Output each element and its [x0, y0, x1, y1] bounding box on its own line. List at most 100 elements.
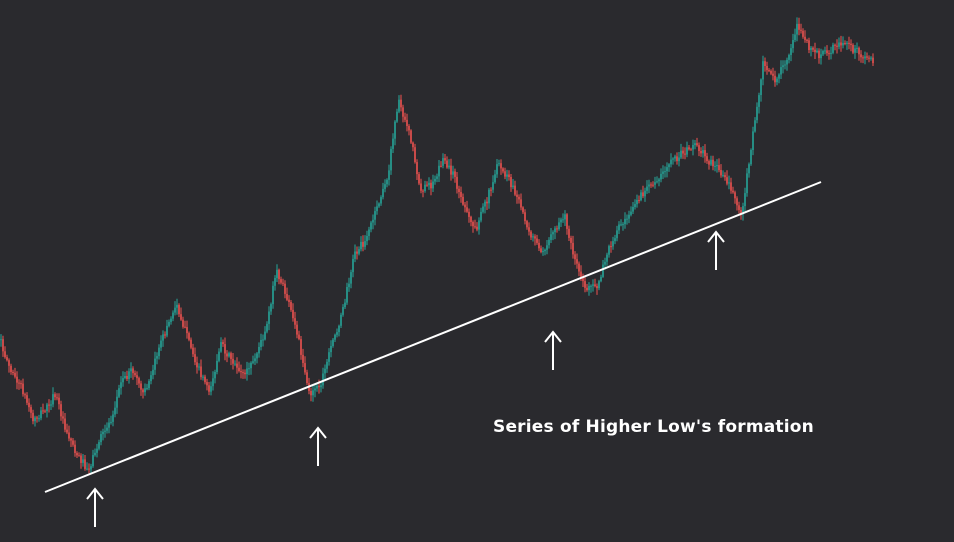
candle-body-201	[402, 107, 404, 117]
candle-body-328	[656, 181, 658, 183]
candle-body-97	[194, 354, 196, 363]
candle-body-369	[738, 205, 740, 210]
candle-body-168	[336, 332, 338, 335]
candle-body-325	[650, 184, 652, 186]
candle-body-405	[810, 47, 812, 50]
candle-body-265	[530, 231, 532, 238]
candle-body-246	[492, 182, 494, 190]
candle-body-221	[442, 158, 444, 166]
candle-body-189	[378, 203, 380, 207]
higher-low-arrow-1	[86, 487, 104, 527]
candle-body-364	[728, 182, 730, 184]
candle-body-320	[640, 192, 642, 201]
candle-body-138	[276, 269, 278, 279]
candle-body-85	[170, 318, 172, 322]
candle-body-347	[694, 143, 696, 146]
candle-body-280	[560, 219, 562, 223]
candle-body-199	[398, 99, 400, 112]
candle-body-373	[746, 173, 748, 194]
candle-body-186	[372, 219, 374, 223]
candle-body-302	[604, 261, 606, 265]
candle-body-281	[562, 219, 564, 221]
candle-body-41	[82, 459, 84, 463]
candle-body-222	[444, 158, 446, 161]
candle-body-257	[514, 185, 516, 195]
candle-body-211	[422, 190, 424, 192]
candle-body-34	[68, 432, 70, 439]
candle-body-433	[866, 56, 868, 58]
candle-body-260	[520, 199, 522, 208]
candle-body-78	[156, 356, 158, 359]
candle-body-383	[766, 66, 768, 71]
candle-body-338	[676, 156, 678, 162]
candle-body-83	[166, 325, 168, 336]
candle-body-11	[22, 383, 24, 395]
candle-body-215	[430, 182, 432, 189]
candle-body-172	[344, 302, 346, 308]
candle-body-209	[418, 174, 420, 184]
candle-body-51	[102, 431, 104, 435]
candle-body-344	[688, 147, 690, 150]
candle-body-348	[696, 143, 698, 146]
candle-body-372	[744, 193, 746, 207]
candle-body-120	[240, 371, 242, 373]
candle-body-13	[26, 395, 28, 403]
candle-body-164	[328, 352, 330, 362]
candle-body-115	[230, 353, 232, 359]
candle-body-342	[684, 153, 686, 155]
candle-body-423	[846, 42, 848, 44]
candle-body-351	[702, 150, 704, 154]
candle-body-55	[110, 421, 112, 423]
candle-body-365	[730, 182, 732, 191]
candle-body-413	[826, 50, 828, 54]
candle-body-68	[136, 375, 138, 379]
candle-body-22	[44, 410, 46, 412]
candle-body-119	[238, 367, 240, 371]
candle-body-146	[292, 309, 294, 319]
candle-body-99	[198, 366, 200, 368]
candle-body-180	[360, 241, 362, 250]
candle-body-4	[8, 360, 10, 366]
candle-body-390	[780, 67, 782, 75]
candle-body-184	[368, 229, 370, 236]
candle-body-360	[720, 170, 722, 176]
candle-body-18	[36, 417, 38, 419]
candle-body-330	[660, 173, 662, 180]
candle-body-35	[70, 438, 72, 441]
candle-body-363	[726, 177, 728, 184]
candle-body-225	[450, 165, 452, 175]
candle-body-135	[270, 304, 272, 312]
candle-body-74	[148, 381, 150, 389]
candle-body-311	[622, 224, 624, 226]
candle-body-254	[508, 174, 510, 177]
candle-body-237	[474, 226, 476, 228]
candle-body-321	[642, 192, 644, 197]
candle-body-77	[154, 358, 156, 370]
candle-body-170	[340, 314, 342, 326]
candle-body-384	[768, 70, 770, 72]
candle-body-2	[4, 351, 6, 358]
candle-body-38	[76, 453, 78, 456]
candle-body-108	[216, 360, 218, 372]
candle-body-147	[294, 318, 296, 325]
candle-body-239	[478, 220, 480, 230]
candle-body-92	[184, 326, 186, 328]
candle-body-89	[178, 304, 180, 315]
candle-body-165	[330, 346, 332, 353]
candle-body-43	[86, 468, 88, 470]
candle-body-395	[790, 48, 792, 55]
candle-body-72	[144, 388, 146, 393]
candle-body-48	[96, 448, 98, 453]
candle-body-100	[200, 366, 202, 378]
candle-body-49	[98, 442, 100, 449]
candle-body-366	[732, 190, 734, 193]
candle-body-163	[326, 361, 328, 369]
candle-body-169	[338, 325, 340, 333]
candle-body-33	[66, 429, 68, 433]
candle-body-313	[626, 218, 628, 220]
candle-body-117	[234, 363, 236, 365]
candle-body-29	[58, 397, 60, 405]
candle-body-46	[92, 455, 94, 467]
candle-body-23	[46, 404, 48, 412]
candle-body-315	[630, 211, 632, 215]
